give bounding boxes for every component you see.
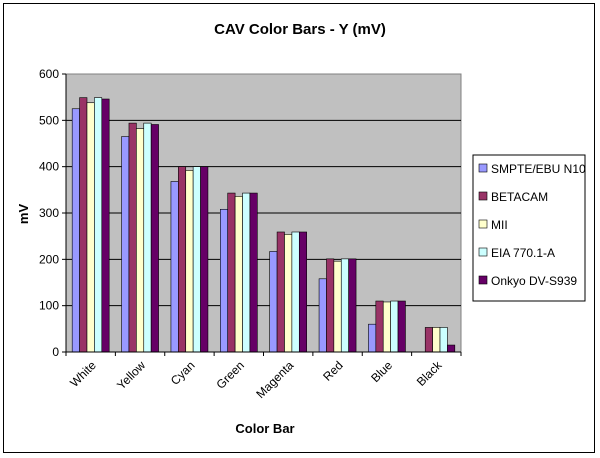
- bar-green-0: [220, 208, 229, 353]
- bar-black-3: [439, 327, 448, 353]
- bar-magenta-2: [284, 234, 293, 353]
- bar-blue-3: [390, 300, 399, 353]
- bar-red-3: [340, 258, 349, 353]
- legend-box: [472, 154, 586, 302]
- bar-blue-1: [375, 300, 384, 353]
- bar-blue-4: [397, 300, 406, 353]
- bar-white-0: [71, 108, 80, 353]
- bar-magenta-4: [298, 231, 307, 353]
- bar-blue-2: [382, 301, 391, 353]
- x-tick-label: Yellow: [114, 358, 148, 392]
- bar-black-2: [432, 327, 441, 353]
- bar-cyan-3: [192, 166, 201, 353]
- x-tick-label: Black: [414, 358, 445, 389]
- x-tick-label: Blue: [368, 358, 395, 385]
- legend: SMPTE/EBU N10 BETACAM MII EIA 770.1-A Onkyo …: [472, 154, 586, 302]
- bar-green-3: [242, 192, 251, 353]
- bar-yellow-2: [136, 128, 145, 353]
- bar-green-4: [249, 192, 258, 353]
- bar-yellow-0: [121, 136, 130, 353]
- bar-white-3: [94, 97, 103, 353]
- bar-yellow-4: [150, 124, 159, 353]
- x-tick-label: Green: [213, 358, 246, 391]
- bar-yellow-3: [143, 122, 152, 353]
- bar-cyan-1: [178, 166, 187, 353]
- bar-yellow-1: [128, 122, 137, 353]
- x-tick-label: Red: [320, 358, 345, 383]
- bar-black-1: [424, 327, 433, 353]
- y-tick-label: 0: [52, 345, 59, 359]
- bar-magenta-3: [291, 231, 300, 353]
- legend-label: Onkyo DV-S939: [491, 274, 577, 288]
- y-tick-label: 300: [39, 206, 59, 220]
- y-axis-title: mV: [16, 204, 31, 225]
- x-tick-label: Cyan: [168, 358, 198, 388]
- chart-title: CAV Color Bars - Y (mV): [214, 21, 386, 38]
- bar-cyan-4: [200, 166, 209, 353]
- bar-red-1: [326, 258, 335, 353]
- y-tick-label: 200: [39, 252, 59, 266]
- x-axis-title: Color Bar: [235, 421, 294, 436]
- y-tick-label: 600: [39, 67, 59, 81]
- bar-cyan-0: [170, 181, 179, 353]
- bar-blue-0: [368, 323, 377, 353]
- legend-swatch: [478, 219, 488, 229]
- bar-green-1: [227, 192, 236, 353]
- bar-black-4: [447, 344, 456, 353]
- legend-swatch: [478, 275, 488, 285]
- legend-label: EIA 770.1-A: [491, 246, 555, 260]
- bar-cyan-2: [185, 170, 194, 353]
- legend-swatch: [478, 191, 488, 201]
- bar-white-4: [101, 98, 110, 353]
- legend-swatch: [478, 247, 488, 257]
- bar-magenta-1: [276, 231, 285, 353]
- bar-green-2: [234, 196, 243, 353]
- y-tick-label: 100: [39, 299, 59, 313]
- y-tick-label: 500: [39, 113, 59, 127]
- bar-white-1: [79, 97, 88, 353]
- legend-label: SMPTE/EBU N10: [491, 162, 586, 176]
- legend-label: MII: [491, 218, 508, 232]
- bar-red-4: [348, 258, 357, 353]
- x-tick-label: White: [67, 358, 99, 390]
- x-tick-label: Magenta: [253, 358, 296, 401]
- y-tick-label: 400: [39, 160, 59, 174]
- bar-red-2: [333, 260, 342, 353]
- bar-white-2: [86, 102, 95, 353]
- legend-label: BETACAM: [491, 190, 548, 204]
- bar-red-0: [318, 278, 327, 353]
- legend-swatch: [478, 163, 488, 173]
- bar-magenta-0: [269, 251, 278, 353]
